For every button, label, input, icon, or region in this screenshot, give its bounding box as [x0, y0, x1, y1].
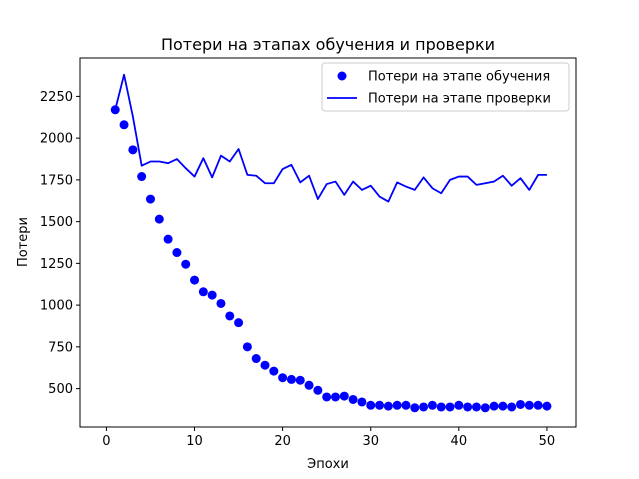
training-loss-point [524, 400, 534, 410]
training-loss-point [181, 259, 191, 269]
training-loss-point [392, 400, 402, 410]
training-loss-point [427, 400, 437, 410]
training-loss-point [375, 400, 385, 410]
training-loss-point [507, 402, 517, 412]
training-loss-point [295, 375, 305, 385]
x-axis: 0 10 20 30 40 50 [102, 427, 555, 449]
legend-box [321, 62, 570, 112]
x-tick-label: 50 [539, 434, 556, 449]
y-axis: 500 750 1000 1250 1500 1750 2000 2250 [40, 90, 80, 397]
training-loss-point [198, 287, 208, 297]
training-loss-point [471, 402, 481, 412]
training-loss-point [330, 392, 340, 402]
training-loss-point [119, 120, 129, 130]
y-tick-label: 750 [48, 340, 73, 355]
training-loss-point [454, 400, 464, 410]
training-loss-point [128, 145, 138, 155]
y-tick-label: 1500 [40, 215, 73, 230]
training-loss-point [251, 354, 261, 364]
y-tick-label: 2250 [40, 90, 73, 105]
training-loss-point [225, 311, 235, 321]
training-loss-point [269, 366, 279, 376]
training-loss-point [401, 400, 411, 410]
training-loss-point [145, 194, 155, 204]
x-tick-label: 20 [274, 434, 291, 449]
y-tick-label: 2000 [40, 132, 73, 147]
training-loss-point [154, 214, 164, 224]
legend-label-training: Потери на этапе обучения [368, 70, 550, 85]
chart-legend: Потери на этапе обучения Потери на этапе… [321, 62, 570, 112]
x-tick-label: 40 [451, 434, 468, 449]
x-tick-label: 0 [102, 434, 110, 449]
training-loss-point [216, 298, 226, 308]
training-loss-point [339, 391, 349, 401]
x-tick-label: 10 [186, 434, 203, 449]
y-tick-label: 1250 [40, 257, 73, 272]
training-loss-point [172, 248, 182, 258]
training-loss-point [278, 373, 288, 383]
plot-frame [79, 57, 577, 428]
training-loss-point [207, 290, 217, 300]
training-loss-point [533, 400, 543, 410]
training-loss-point [304, 380, 314, 390]
training-loss-point [286, 374, 296, 384]
validation-loss-line [114, 73, 547, 203]
legend-label-validation: Потери на этапе проверки [368, 92, 551, 107]
training-loss-point [163, 234, 173, 244]
training-loss-point [498, 401, 508, 411]
training-loss-point [357, 397, 367, 407]
training-loss-point [383, 401, 393, 411]
chart-title: Потери на этапах обучения и проверки [161, 35, 495, 54]
training-loss-point [348, 394, 358, 404]
training-loss-point [489, 401, 499, 411]
x-tick-label: 30 [362, 434, 379, 449]
training-loss-point [190, 275, 200, 285]
y-tick-label: 1750 [40, 173, 73, 188]
training-loss-point [242, 342, 252, 352]
training-loss-point [260, 360, 270, 370]
legend-marker-training [337, 71, 347, 81]
training-loss-point [137, 172, 147, 182]
training-loss-point [410, 403, 420, 413]
y-axis-label: Потери [16, 217, 31, 267]
training-loss-point [542, 401, 552, 411]
training-loss-point [480, 403, 490, 413]
training-loss-point [322, 392, 332, 402]
training-loss-point [366, 400, 376, 410]
training-loss-point [313, 385, 323, 395]
training-loss-point [419, 402, 429, 412]
training-loss-point [516, 399, 525, 409]
training-loss-point [445, 402, 455, 412]
training-loss-point [463, 402, 473, 412]
y-tick-label: 1000 [40, 299, 73, 314]
y-tick-label: 500 [48, 382, 73, 397]
training-loss-point [234, 318, 244, 328]
training-loss-point [436, 402, 446, 412]
x-axis-label: Эпохи [307, 457, 349, 472]
